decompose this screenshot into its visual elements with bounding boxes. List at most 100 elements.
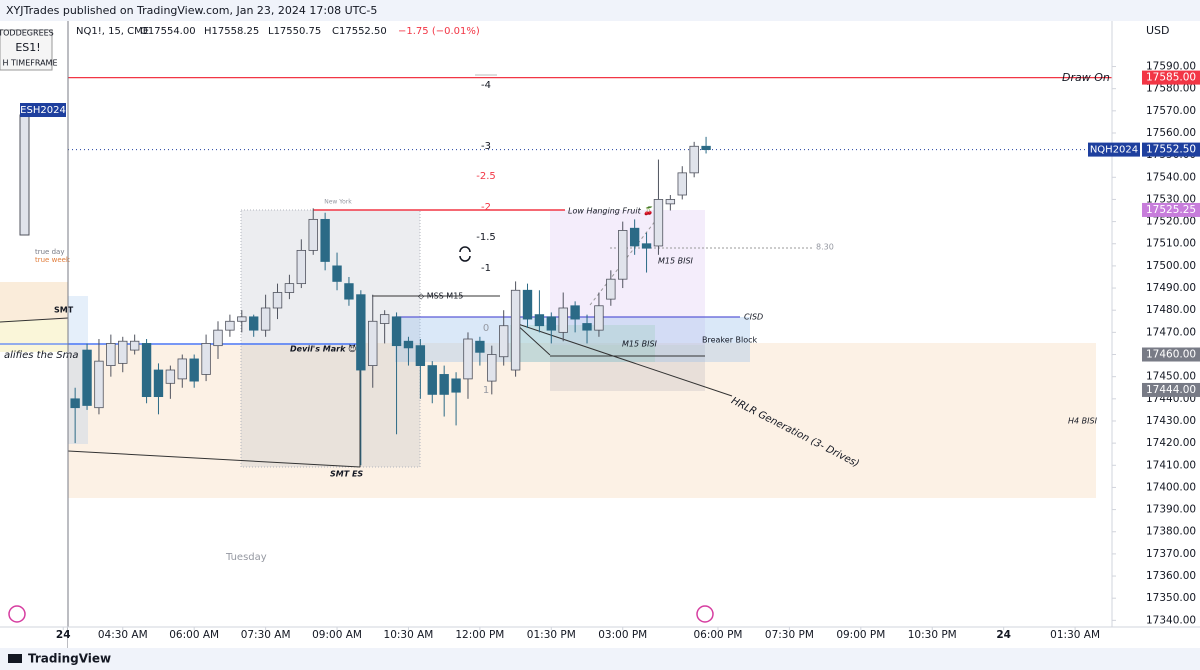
left-note: SMT	[54, 306, 74, 315]
candle-body	[499, 325, 509, 358]
y-tick-label: 17530.00	[1146, 193, 1196, 205]
left-symbol: ESH2024	[20, 105, 66, 116]
left-beige	[0, 282, 68, 320]
candle-body	[606, 278, 616, 300]
y-tick-label: 17470.00	[1146, 326, 1196, 338]
candle-body	[558, 307, 568, 333]
y-tick-label: 17540.00	[1146, 171, 1196, 183]
annotation: -1.5	[476, 232, 496, 243]
y-tick-label: 17560.00	[1146, 127, 1196, 139]
price-badge	[1142, 382, 1200, 397]
y-tick-label: 17490.00	[1146, 282, 1196, 294]
gray-zone	[550, 345, 705, 391]
candle-body	[249, 316, 259, 331]
x-tick-label: 24	[56, 629, 71, 641]
hrlr-line-2	[514, 322, 551, 356]
candle-body	[475, 340, 485, 353]
y-tick-label: 17380.00	[1146, 526, 1196, 538]
x-tick-label: 03:00 PM	[598, 629, 647, 641]
y-tick-label: 17360.00	[1146, 570, 1196, 582]
y-tick-label: 17340.00	[1146, 614, 1196, 626]
candle-body	[296, 249, 307, 285]
smt-line	[67, 450, 361, 468]
annotation: M15 BISI	[658, 257, 694, 266]
session-box	[240, 209, 421, 468]
y-tick-label: 17370.00	[1146, 548, 1196, 560]
x-tick-label: 12:00 PM	[455, 629, 504, 641]
x-tick-label: 06:00 PM	[693, 629, 742, 641]
candle-body	[344, 283, 354, 300]
publisher: XYJTrades published on TradingView.com, …	[6, 4, 377, 17]
left-note: alifies the Sma	[4, 350, 79, 361]
ohlc-value: O17554.00	[140, 26, 196, 37]
price-badge	[1142, 70, 1200, 85]
candle-body	[689, 145, 699, 174]
time-axis	[68, 627, 1200, 648]
candle-body	[141, 343, 152, 398]
x-tick-label: 01:30 AM	[1050, 629, 1100, 641]
ohlc-value: C17552.50	[332, 26, 387, 37]
annotation: -2.5	[476, 171, 496, 182]
left-candle	[19, 114, 30, 236]
x-tick-label: 06:00 AM	[169, 629, 219, 641]
annotation: -1	[481, 263, 491, 274]
candle-body	[118, 340, 128, 364]
y-tick-label: 17430.00	[1146, 415, 1196, 427]
left-pane	[0, 21, 68, 648]
axes: 17340.00 17350.00 17360.00 17370.00 17380.00…	[56, 61, 1200, 641]
candle-body	[653, 199, 664, 247]
candle-body	[260, 307, 271, 331]
left-line: H TIMEFRAME	[2, 59, 57, 68]
candle-body	[594, 305, 604, 331]
candle-body	[618, 230, 628, 280]
brand-logo	[8, 654, 22, 663]
annotation: M15 BISI	[622, 340, 658, 349]
ohlc-legend: O17554.00 H17558.25 L17550.75 C17552.50 −1.7…	[140, 26, 480, 37]
left-yellow	[0, 320, 68, 352]
symbol-title: NQ1!, 15, CME	[76, 26, 149, 37]
price-badge	[1142, 142, 1200, 157]
dashed-diagonal	[589, 214, 661, 306]
top-bar	[0, 0, 1200, 21]
candle-body	[189, 358, 199, 382]
candle-body	[641, 243, 652, 249]
left-note: true day	[35, 248, 64, 256]
y-tick-label: 17400.00	[1146, 481, 1196, 493]
candle-body	[451, 378, 461, 393]
currency: USD	[1146, 24, 1170, 37]
candle-body	[522, 289, 533, 320]
annotation: SMT ES	[330, 470, 363, 479]
candle-body	[201, 343, 211, 375]
price-axis	[1112, 21, 1200, 648]
symbol-badge	[1088, 142, 1140, 157]
purple-zone	[550, 210, 705, 345]
candle-body	[427, 365, 437, 395]
brand: TradingView	[28, 652, 111, 666]
candle-body	[487, 354, 497, 382]
annotation: CISD	[744, 313, 763, 322]
price-badge	[1142, 202, 1200, 217]
candle-body	[94, 360, 104, 409]
candle-body	[570, 305, 580, 320]
breaker-zone	[395, 317, 750, 362]
candle-body	[677, 172, 687, 196]
annotation: 1	[483, 385, 489, 396]
price-badge-label: 17444.00	[1146, 384, 1196, 396]
y-tick-label: 17580.00	[1146, 83, 1196, 95]
candle-body	[368, 320, 378, 366]
candle-body	[177, 358, 187, 380]
ohlc-value: L17550.75	[268, 26, 321, 37]
icon	[8, 605, 26, 623]
left-line: TODDEGREES	[0, 29, 54, 38]
y-tick-label: 17500.00	[1146, 260, 1196, 272]
y-tick-label: 17450.00	[1146, 371, 1196, 383]
y-tick-label: 17570.00	[1146, 105, 1196, 117]
candle-body	[213, 329, 223, 347]
left-symbol-badge	[20, 103, 66, 117]
candle-body	[403, 340, 414, 349]
annotation: 8.30	[816, 243, 834, 252]
candle-body	[284, 283, 295, 293]
candle-body	[391, 316, 402, 347]
